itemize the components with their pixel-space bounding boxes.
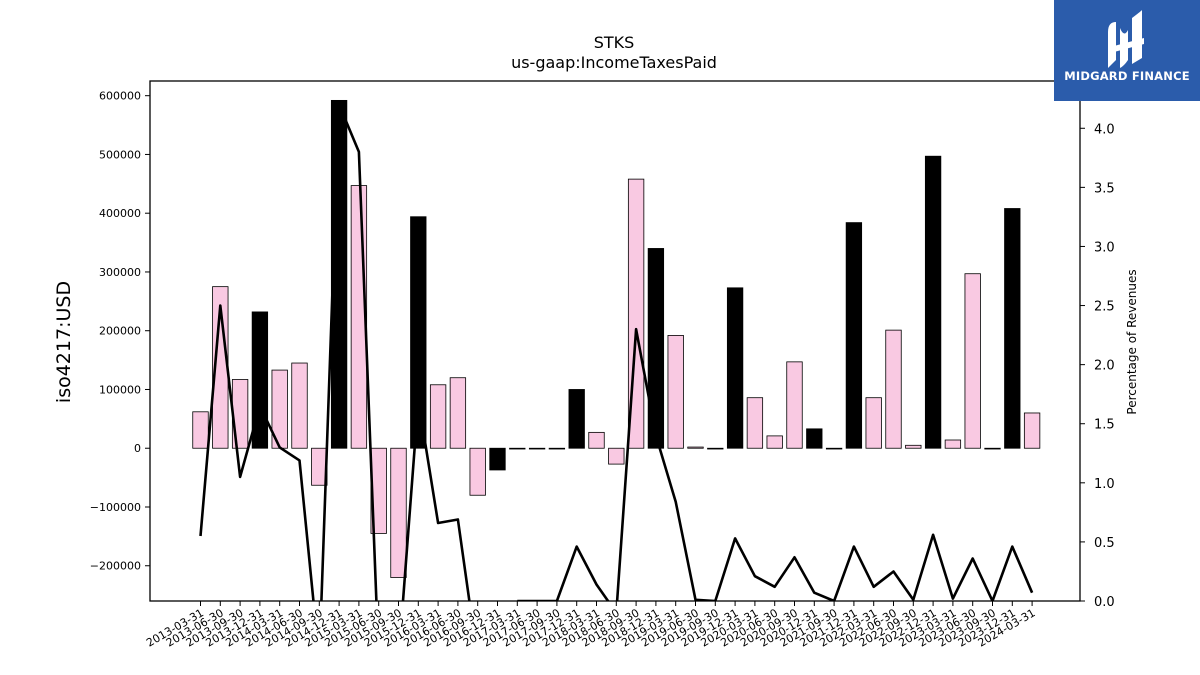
bar-2017-09-30 xyxy=(548,447,566,450)
y2-tick-label: 3.5 xyxy=(1094,181,1115,196)
y2-tick-label: 2.0 xyxy=(1094,359,1115,374)
brand-logo: MIDGARD FINANCE xyxy=(1054,0,1200,101)
y-tick-label: 600000 xyxy=(99,90,141,103)
brand-name: MIDGARD FINANCE xyxy=(1064,69,1190,83)
bar-2018-03-31 xyxy=(588,431,605,449)
bar-2021-12-31 xyxy=(845,222,863,449)
bar-2022-09-30 xyxy=(905,444,922,449)
series-line xyxy=(199,103,1034,601)
bars-layer xyxy=(192,99,1041,578)
bar-2016-12-31 xyxy=(489,447,506,471)
y2-tick-label: 3.0 xyxy=(1094,240,1115,255)
y-tick-label: 500000 xyxy=(99,148,141,161)
bar-2022-03-31 xyxy=(865,397,882,449)
y-tick-label: −200000 xyxy=(90,560,141,573)
bar-2022-12-31 xyxy=(924,155,942,449)
bar-2023-03-31 xyxy=(944,439,962,449)
chart-subtitle: us-gaap:IncomeTaxesPaid xyxy=(511,53,717,72)
y-tick-label: −100000 xyxy=(90,501,141,514)
bar-2017-03-31 xyxy=(509,447,526,450)
line-layer xyxy=(199,103,1034,601)
bar-2019-06-30 xyxy=(687,446,704,449)
y-axis-label: iso4217:USD xyxy=(53,281,75,403)
bar-2021-09-30 xyxy=(825,447,843,450)
bar-2019-12-31 xyxy=(726,287,744,449)
bar-2020-06-30 xyxy=(766,435,783,449)
y-tick-label: 400000 xyxy=(99,207,141,220)
bar-2020-12-31 xyxy=(806,428,823,449)
y-tick-label: 0 xyxy=(134,442,141,455)
y2-tick-label: 1.0 xyxy=(1094,477,1115,492)
bar-2016-09-30 xyxy=(469,447,486,496)
bar-2023-12-31 xyxy=(1004,208,1021,449)
midgard-logo-icon xyxy=(1108,10,1144,68)
y2-tick-label: 0.0 xyxy=(1094,595,1115,610)
bar-2016-06-30 xyxy=(449,377,467,449)
y-tick-label: 100000 xyxy=(99,383,141,396)
bar-2020-03-31 xyxy=(746,397,764,449)
bar-2024-03-31 xyxy=(1023,412,1041,449)
plot-frame xyxy=(149,80,1081,602)
y2-tick-label: 0.5 xyxy=(1094,536,1115,551)
bar-2015-12-31 xyxy=(410,216,427,449)
bar-2019-09-30 xyxy=(707,447,724,450)
bar-2019-03-31 xyxy=(667,335,684,449)
bar-2016-03-31 xyxy=(429,384,447,449)
bar-2017-12-31 xyxy=(568,389,585,449)
y2-tick-label: 4.0 xyxy=(1094,122,1115,137)
bar-2023-09-30 xyxy=(984,447,1001,450)
bar-2015-09-30 xyxy=(390,447,407,578)
bar-2018-06-30 xyxy=(608,447,625,465)
chart-title: STKS xyxy=(594,33,635,52)
bar-2013-03-31 xyxy=(192,411,209,449)
y-tick-label: 300000 xyxy=(99,266,141,279)
y-tick-label: 200000 xyxy=(99,325,141,338)
bar-2020-09-30 xyxy=(786,361,803,449)
y2-tick-label: 2.5 xyxy=(1094,300,1115,315)
bar-2014-06-30 xyxy=(291,362,308,449)
bar-2023-06-30 xyxy=(964,273,981,449)
axes-layer: −200000 −100000 0 100000 200000 300000 400000 5… xyxy=(90,80,1115,650)
bar-2022-06-30 xyxy=(885,329,902,449)
y2-axis-label: Percentage of Revenues xyxy=(1125,269,1139,414)
y2-tick-label: 1.5 xyxy=(1094,418,1115,433)
bar-2017-06-30 xyxy=(528,447,546,450)
bar-2018-12-31 xyxy=(647,248,665,449)
